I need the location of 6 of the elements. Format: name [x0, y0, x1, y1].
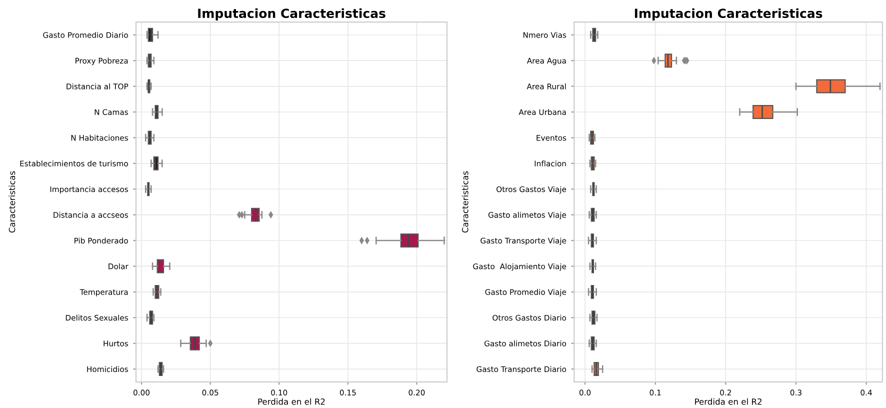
- x-axis-title: Perdida en el R2: [695, 398, 762, 405]
- y-axis-title: Caracteristicas: [462, 171, 468, 233]
- x-axis-title: Perdida en el R2: [258, 398, 325, 405]
- chart-title: Imputacion Caracteristicas: [198, 8, 386, 20]
- y-axis-title: Caracteristicas: [8, 171, 16, 233]
- chart-title: Imputacion Caracteristicas: [634, 8, 822, 20]
